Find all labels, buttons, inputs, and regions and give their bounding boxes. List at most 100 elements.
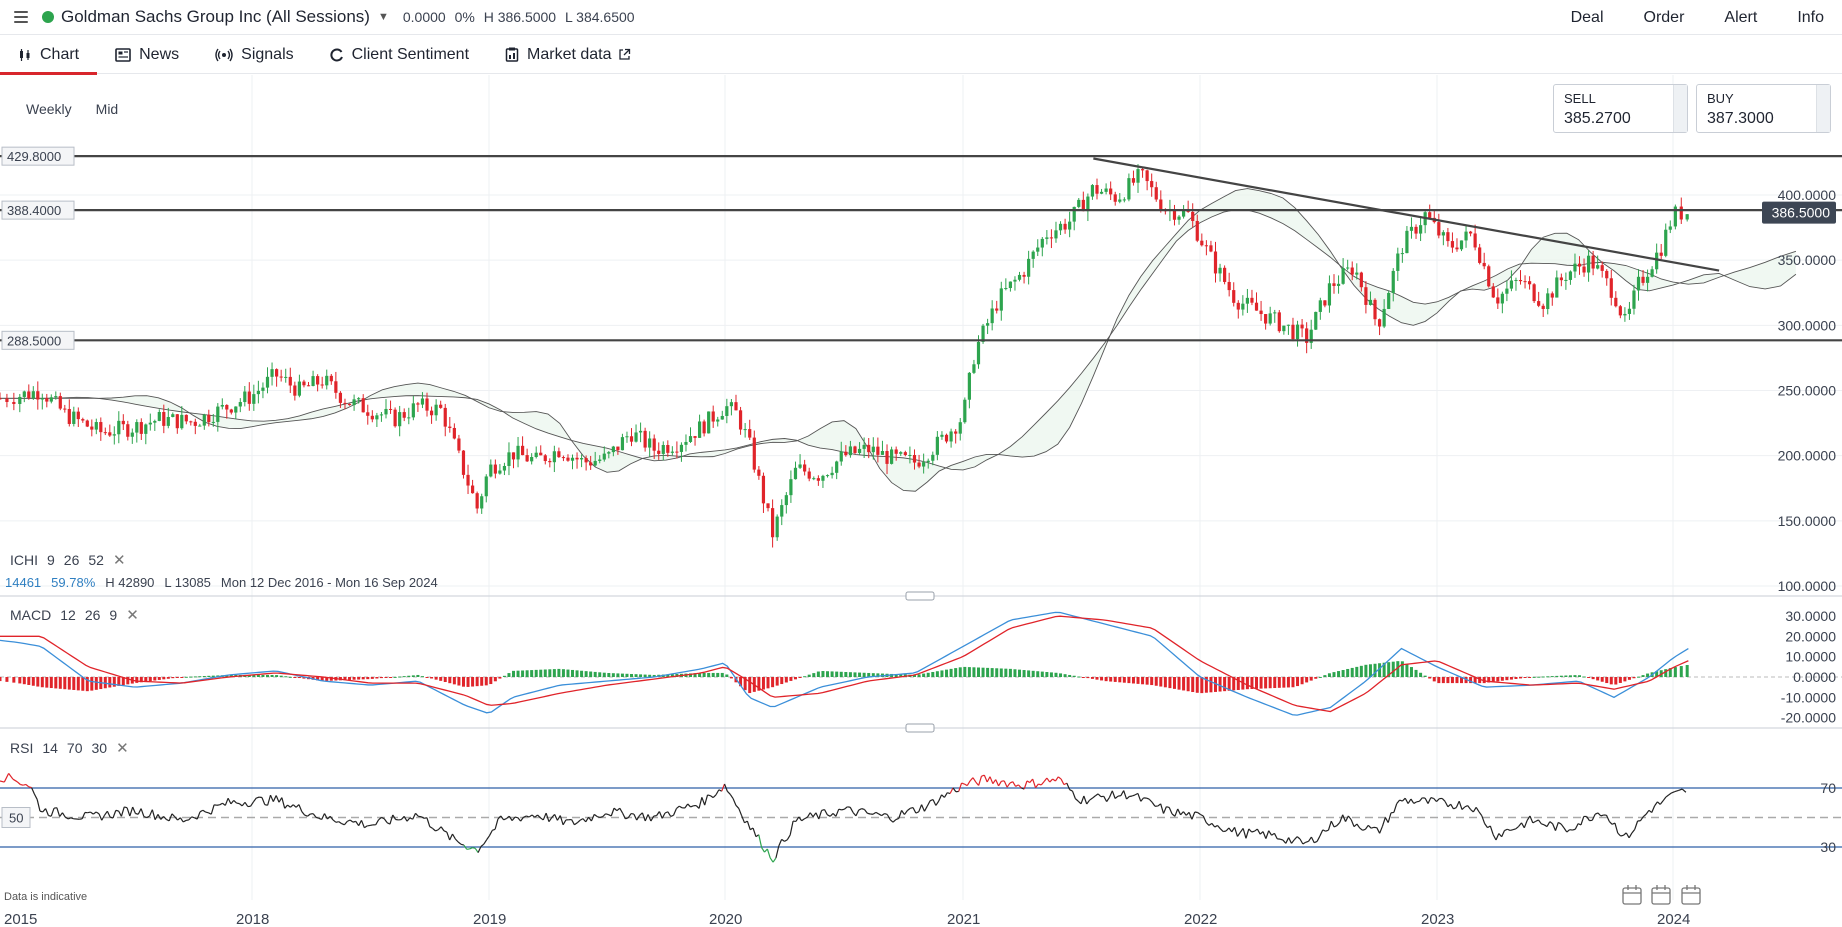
macd-histogram-bar	[1455, 677, 1459, 684]
macd-histogram-bar	[1168, 677, 1172, 689]
tab-news[interactable]: News	[97, 36, 197, 74]
price-chart[interactable]: 429.8000 388.4000 288.5000 400.0000 350.0000…	[0, 75, 1842, 927]
candle-up	[261, 387, 265, 391]
candle-up	[1309, 329, 1313, 343]
rsi-segment	[137, 808, 142, 815]
macd-histogram-bar	[0, 677, 2, 682]
macd-histogram-bar	[652, 674, 656, 677]
rsi-segment	[556, 815, 561, 821]
candle-down	[162, 412, 166, 426]
candle-down	[1614, 297, 1618, 307]
instrument-name[interactable]: Goldman Sachs Group Inc (All Sessions)	[61, 7, 370, 26]
rsi-segment	[523, 815, 527, 818]
candle-up	[1664, 229, 1668, 256]
candle-down	[334, 381, 338, 393]
macd-histogram-bar	[480, 677, 484, 686]
candle-down	[306, 385, 311, 387]
deal-button[interactable]: Deal	[1570, 8, 1604, 26]
sell-button[interactable]: SELL 385.2700	[1553, 84, 1688, 133]
rsi-mid-label: 50	[9, 811, 23, 826]
macd-histogram-bar	[967, 667, 971, 677]
candle-up	[243, 391, 247, 403]
rsi-segment	[326, 815, 331, 820]
macd-histogram-bar	[561, 669, 565, 677]
external-link-icon	[618, 48, 630, 60]
candle-up	[638, 430, 643, 433]
tab-chart[interactable]: Chart	[0, 36, 98, 75]
market-data-icon	[505, 47, 519, 62]
rsi-segment	[205, 811, 209, 814]
rsi-segment	[1591, 813, 1596, 821]
ichimoku-legend: ICHI 9 26 52 ✕	[10, 551, 126, 569]
candle-up	[999, 288, 1003, 311]
candle-up	[1286, 324, 1291, 326]
macd-histogram-bar	[1487, 677, 1491, 683]
macd-histogram-bar	[63, 677, 67, 690]
rsi-segment	[12, 778, 18, 783]
rsi-segment	[1523, 820, 1528, 828]
interval-selector[interactable]: Weekly	[26, 101, 72, 117]
macd-histogram-bar	[320, 677, 324, 681]
rsi-segment	[1032, 778, 1037, 788]
macd-histogram-bar	[784, 677, 788, 683]
candle-down	[1223, 267, 1227, 282]
close-icon[interactable]: ✕	[112, 552, 126, 569]
candle-down	[1305, 328, 1309, 343]
macd-histogram-bar	[329, 677, 333, 681]
rsi-segment	[804, 816, 808, 820]
macd-histogram-bar	[461, 677, 465, 687]
order-button[interactable]: Order	[1643, 8, 1685, 26]
rsi-segment	[1393, 803, 1398, 813]
candle-down	[448, 426, 452, 428]
tab-client-sentiment[interactable]: Client Sentiment	[312, 36, 487, 74]
candle-down	[193, 421, 197, 426]
candle-up	[862, 444, 866, 449]
buy-button[interactable]: BUY 387.3000	[1696, 84, 1831, 133]
rsi-segment	[721, 783, 726, 792]
macd-histogram-bar	[45, 677, 49, 688]
macd-histogram-bar	[821, 671, 825, 677]
macd-histogram-bar	[771, 677, 775, 688]
price-change: 0.0000	[402, 9, 446, 25]
candle-up	[130, 432, 134, 437]
close-icon[interactable]: ✕	[126, 607, 139, 624]
candle-down	[1264, 314, 1268, 324]
candle-down	[288, 376, 292, 386]
macd-histogram-bar	[602, 672, 606, 677]
macd-histogram-bar	[1059, 673, 1063, 677]
menu-icon[interactable]	[14, 11, 28, 23]
rsi-segment	[1035, 783, 1039, 789]
rsi-segment	[1478, 811, 1483, 817]
info-button[interactable]: Info	[1797, 8, 1824, 26]
tab-signals[interactable]: Signals	[197, 36, 311, 74]
rsi-segment	[1251, 830, 1255, 833]
close-icon[interactable]: ✕	[116, 740, 129, 757]
rsi-segment	[429, 826, 433, 829]
rsi-segment	[90, 811, 94, 815]
candle-up	[648, 438, 652, 448]
rsi-segment	[154, 814, 159, 820]
chevron-down-icon[interactable]: ▼	[377, 11, 389, 23]
rsi-segment	[224, 797, 229, 806]
rsi-segment	[625, 817, 629, 820]
rsi-segment	[1620, 834, 1624, 837]
rsi-segment	[174, 816, 179, 821]
rsi-segment	[1185, 811, 1190, 816]
rsi-segment	[789, 820, 794, 836]
tab-client-sentiment-label: Client Sentiment	[351, 45, 470, 63]
alert-button[interactable]: Alert	[1724, 8, 1758, 26]
y-tick-label: 350.0000	[1778, 252, 1837, 268]
rsi-segment	[1404, 797, 1409, 804]
candle-up	[1327, 283, 1332, 306]
rsi-segment	[483, 839, 488, 845]
rsi-segment	[480, 843, 485, 847]
ichimoku-value: Mon 12 Dec 2016 - Mon 16 Sep 2024	[220, 575, 438, 590]
candle-up	[498, 470, 502, 474]
candle-down	[711, 411, 715, 422]
price-type-selector[interactable]: Mid	[95, 101, 119, 117]
level-label: 429.8000	[7, 149, 61, 164]
rsi-segment	[1132, 794, 1136, 797]
candle-down	[1679, 206, 1683, 220]
rsi-segment	[903, 810, 908, 815]
tab-market-data[interactable]: Market data	[487, 36, 656, 74]
